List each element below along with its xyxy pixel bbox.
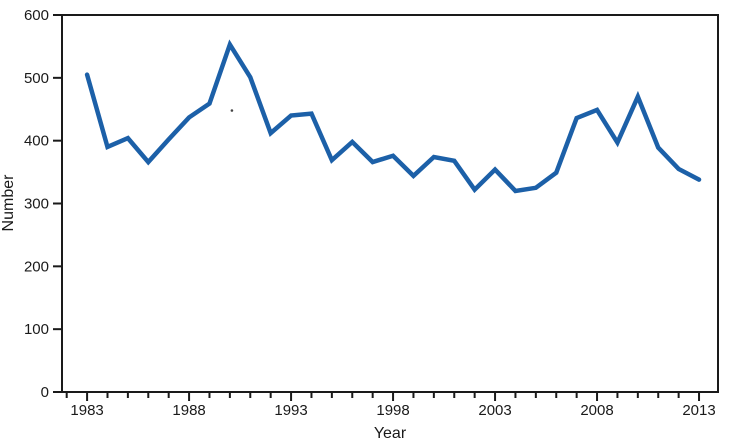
x-tick-label: 1993 — [274, 402, 307, 419]
speck-artifact — [230, 109, 234, 112]
y-tick-label: 200 — [24, 258, 49, 275]
x-tick-label: 2008 — [580, 402, 613, 419]
y-tick-label: 500 — [24, 70, 49, 87]
x-tick-label: 2013 — [682, 402, 715, 419]
x-tick-label: 1988 — [172, 402, 205, 419]
y-tick-label: 400 — [24, 133, 49, 150]
y-tick-label: 0 — [41, 384, 49, 401]
data-line — [84, 39, 702, 194]
x-tick-label: 1998 — [376, 402, 409, 419]
y-axis-title: Number — [0, 174, 17, 232]
x-tick-label: 1983 — [70, 402, 103, 419]
y-tick-label: 100 — [24, 321, 49, 338]
y-tick-label: 300 — [24, 196, 49, 213]
x-tick-label: 2003 — [478, 402, 511, 419]
x-axis-title: Year — [374, 425, 407, 442]
plot-area: 0 100 200 300 400 500 600 1983 1988 1993 1998 2003 2… — [24, 7, 719, 419]
plot-frame — [61, 14, 719, 393]
y-tick-label: 600 — [24, 7, 49, 24]
